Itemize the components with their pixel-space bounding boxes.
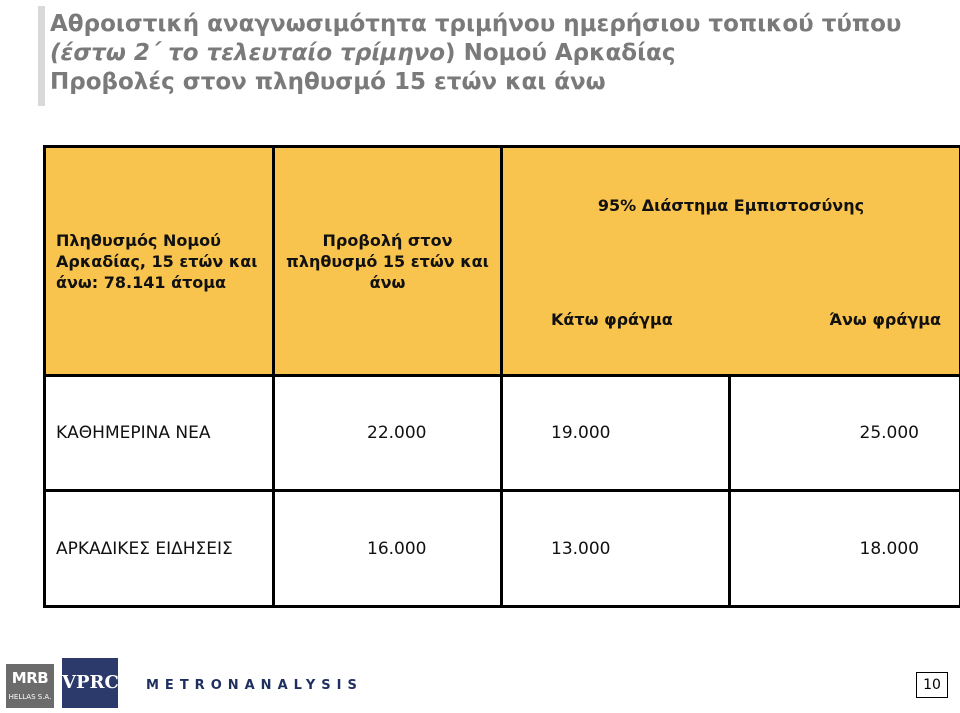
row-upper: 25.000 bbox=[728, 374, 960, 492]
footer: MRB HELLAS S.A. VPRC METRONANALYSIS 10 bbox=[0, 650, 960, 713]
row-name: ΑΡΚΑΔΙΚΕΣ ΕΙΔΗΣΕΙΣ bbox=[43, 489, 275, 608]
title-line-2: (έστω 2΄ το τελευταίο τρίμηνο) Νομού Αρκ… bbox=[50, 39, 901, 68]
table-row: ΚΑΘΗΜΕΡΙΝΑ ΝΕΑ 22.000 19.000 25.000 bbox=[43, 374, 960, 492]
row-lower: 19.000 bbox=[500, 374, 731, 492]
mrb-logo-text: MRB bbox=[11, 669, 49, 687]
page-number: 10 bbox=[916, 672, 948, 698]
row-lower: 13.000 bbox=[500, 489, 731, 608]
title-line-2-italic: (έστω 2΄ το τελευταίο τρίμηνο bbox=[50, 40, 446, 66]
row-projection: 22.000 bbox=[272, 374, 503, 492]
ci-upper-label: Άνω φράγμα bbox=[829, 310, 941, 329]
title-line-1: Αθροιστική αναγνωσιμότητα τριμήνου ημερή… bbox=[50, 11, 902, 37]
mrb-logo-subtext: HELLAS S.A. bbox=[8, 693, 52, 701]
table-header-row: Πληθυσμός Νομού Αρκαδίας, 15 ετών και άν… bbox=[43, 145, 960, 377]
row-upper: 18.000 bbox=[728, 489, 960, 608]
title-accent-bar bbox=[38, 6, 45, 106]
readership-table: Πληθυσμός Νομού Αρκαδίας, 15 ετών και άν… bbox=[43, 145, 960, 608]
title-line-3: Προβολές στον πληθυσμό 15 ετών και άνω bbox=[50, 69, 606, 95]
metronanalysis-logo: METRONANALYSIS bbox=[146, 678, 363, 693]
vprc-logo: VPRC bbox=[62, 658, 119, 708]
row-name: ΚΑΘΗΜΕΡΙΝΑ ΝΕΑ bbox=[43, 374, 275, 492]
title-line-2-rest: ) Νομού Αρκαδίας bbox=[445, 40, 676, 66]
header-population: Πληθυσμός Νομού Αρκαδίας, 15 ετών και άν… bbox=[43, 145, 275, 377]
header-confidence-interval: 95% Διάστημα Εμπιστοσύνης Κάτω φράγμα Άν… bbox=[500, 145, 960, 377]
slide-title: Αθροιστική αναγνωσιμότητα τριμήνου ημερή… bbox=[50, 10, 901, 97]
ci-title: 95% Διάστημα Εμπιστοσύνης bbox=[597, 196, 865, 215]
table-row: ΑΡΚΑΔΙΚΕΣ ΕΙΔΗΣΕΙΣ 16.000 13.000 18.000 bbox=[43, 489, 960, 608]
header-projection: Προβολή στον πληθυσμό 15 ετών και άνω bbox=[272, 145, 503, 377]
mrb-logo: MRB HELLAS S.A. bbox=[6, 664, 54, 708]
ci-lower-label: Κάτω φράγμα bbox=[551, 310, 673, 329]
row-projection: 16.000 bbox=[272, 489, 503, 608]
